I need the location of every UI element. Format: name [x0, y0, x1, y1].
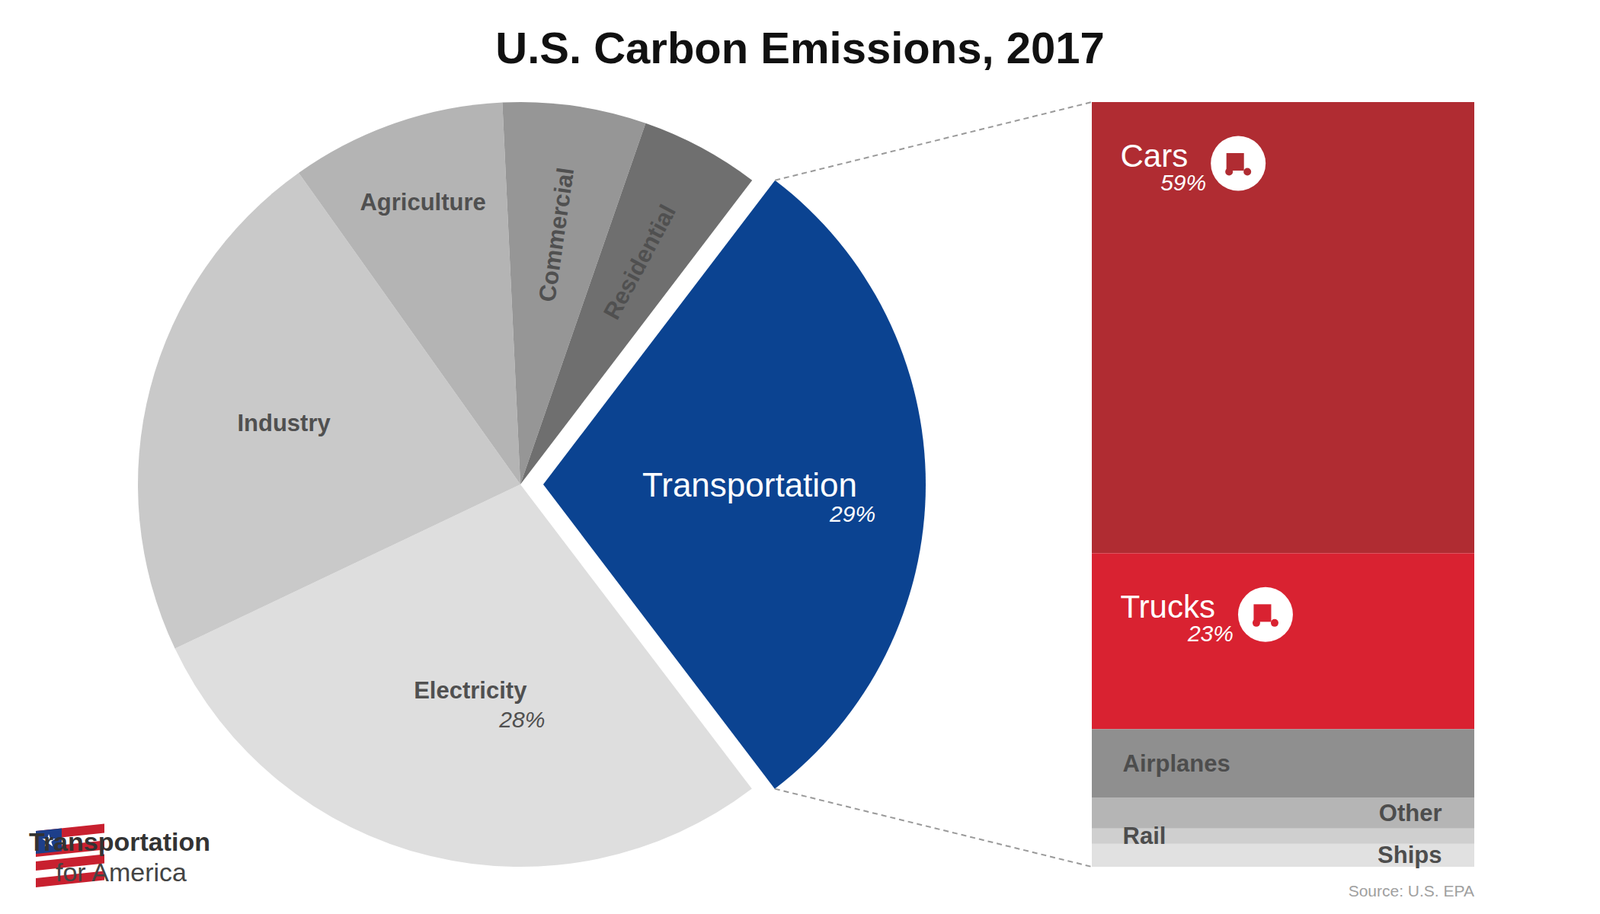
svg-text:Transportation: Transportation — [28, 827, 211, 857]
html-text:U.S. Carbon Emissions, 2017: U.S. Carbon Emissions, 2017 — [495, 22, 1105, 73]
svg-text:29%: 29% — [828, 501, 876, 527]
svg-text:Other: Other — [1379, 800, 1443, 827]
svg-text:59%: 59% — [1160, 169, 1207, 196]
svg-text:for America: for America — [55, 857, 187, 887]
svg-text:Industry: Industry — [236, 409, 331, 437]
svg-text:Trucks: Trucks — [1120, 588, 1216, 625]
svg-text:28%: 28% — [498, 707, 545, 733]
svg-text:Cars: Cars — [1120, 137, 1189, 174]
svg-text:23%: 23% — [1187, 620, 1234, 647]
svg-text:Airplanes: Airplanes — [1123, 750, 1231, 778]
svg-text:Transportation: Transportation — [642, 466, 858, 504]
svg-text:Commercial: Commercial — [533, 166, 580, 304]
svg-text:Ships: Ships — [1377, 841, 1442, 869]
svg-text:Rail: Rail — [1123, 822, 1167, 850]
svg-text:Agriculture: Agriculture — [359, 188, 486, 216]
svg-text:Residential: Residential — [598, 200, 682, 324]
svg-text:Source: U.S. EPA: Source: U.S. EPA — [1348, 882, 1475, 900]
svg-text:Electricity: Electricity — [413, 677, 528, 704]
